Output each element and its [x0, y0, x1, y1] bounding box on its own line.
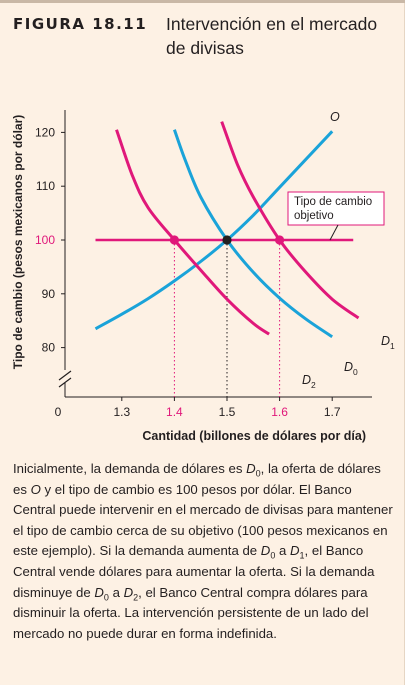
figure-caption: Inicialmente, la demanda de dólares es D… — [13, 461, 393, 641]
curve-label-subscript: 0 — [353, 367, 358, 377]
equilibrium-point — [169, 235, 179, 245]
figure-label: FIGURA 18.11 — [13, 15, 148, 33]
chart-curves — [94, 121, 360, 339]
x-tick-label: 1.6 — [271, 405, 288, 419]
y-tick-label: 120 — [35, 125, 55, 139]
x-tick-label: 0 — [55, 405, 62, 419]
y-tick-label: 90 — [42, 287, 56, 301]
target-rate-label-line2: objetivo — [294, 210, 334, 222]
x-tick-label: 1.5 — [219, 405, 236, 419]
target-rate-label-line1: Tipo de cambio — [294, 196, 372, 208]
x-tick-label: 1.4 — [166, 405, 183, 419]
curve-d0 — [172, 129, 334, 339]
x-tick-label: 1.3 — [113, 405, 130, 419]
curve-label: D — [302, 373, 311, 387]
x-axis-title: Cantidad (billones de dólares por día) — [142, 429, 366, 443]
x-tick-label: 1.7 — [324, 405, 341, 419]
axis-break-mark — [58, 370, 72, 388]
chart-guides — [173, 240, 281, 397]
curve-label: D — [381, 334, 390, 348]
chart-axes: 80 90 100 110 120 0 1.3 1.4 1.5 1.6 1.7 Cantidad (b… — [11, 110, 372, 443]
curve-label: O — [330, 110, 340, 124]
equilibrium-point — [275, 235, 285, 245]
curve-label: D — [344, 360, 353, 374]
figure-title: Intervención en el mercado de divisas — [166, 14, 378, 58]
curve-label-subscript: 2 — [311, 380, 316, 390]
y-tick-label: 110 — [36, 179, 55, 193]
y-axis-title: Tipo de cambio (pesos mexicanos por dóla… — [11, 115, 25, 370]
curve-label-subscript: 1 — [390, 341, 395, 351]
target-rate-callout-leader — [329, 224, 339, 241]
target-rate-callout-box — [287, 191, 385, 226]
chart-points — [169, 235, 285, 245]
y-tick-label: 100 — [35, 233, 55, 247]
header-rule — [0, 0, 405, 3]
curve-d2 — [115, 129, 270, 336]
equilibrium-point — [222, 235, 232, 245]
curve-o — [94, 130, 334, 331]
y-tick-label: 80 — [42, 341, 56, 355]
